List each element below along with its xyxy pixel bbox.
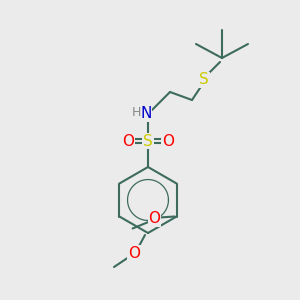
Text: O: O (128, 245, 140, 260)
Text: H: H (131, 106, 141, 118)
Text: O: O (148, 211, 160, 226)
Text: S: S (143, 134, 153, 148)
Text: N: N (140, 106, 152, 122)
Text: S: S (199, 73, 209, 88)
Text: O: O (162, 134, 174, 148)
Text: O: O (122, 134, 134, 148)
